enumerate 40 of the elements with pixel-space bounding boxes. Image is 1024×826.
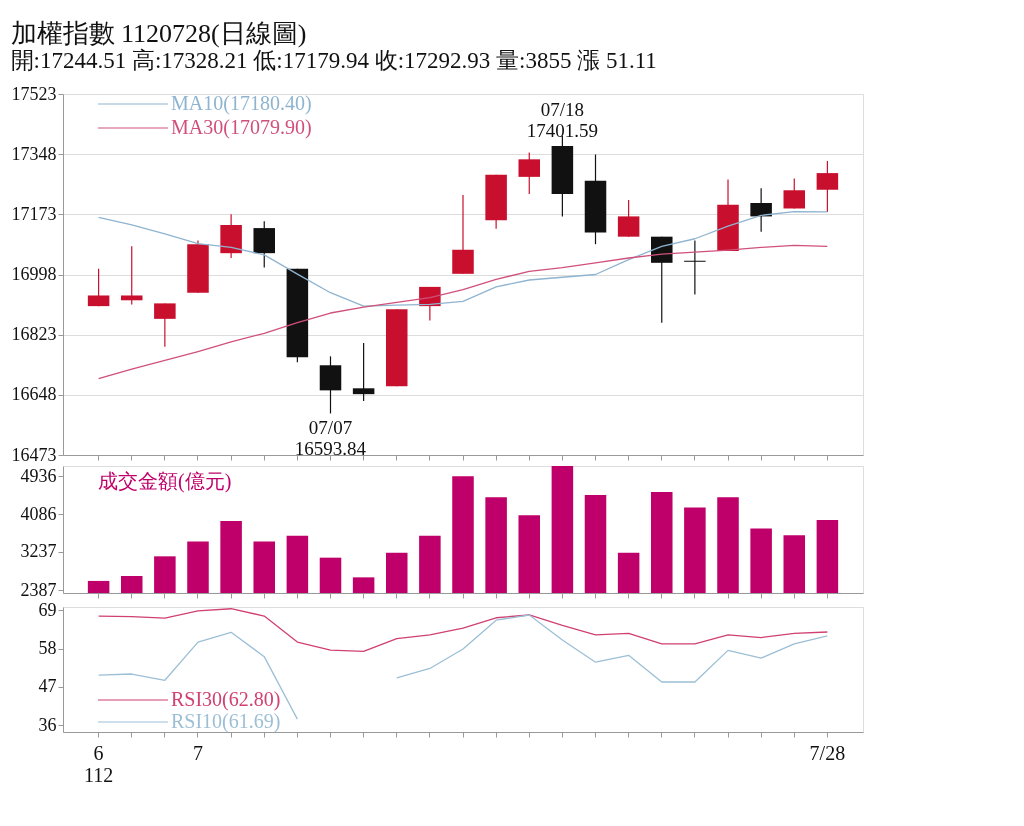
- candlestick: [120, 245, 143, 306]
- annotation: 07/18 17401.59: [526, 98, 598, 141]
- y-tick-label: 36: [38, 714, 57, 735]
- candlestick: [783, 177, 806, 210]
- annotation: 07/07 16593.84: [294, 417, 367, 460]
- y-tick-label: 16998: [11, 264, 57, 284]
- candlestick: [617, 199, 640, 238]
- line-series: [97, 244, 829, 380]
- y-tick-label: 17173: [11, 203, 57, 224]
- y-tick-label: 4086: [20, 503, 57, 524]
- y-tick-label: 58: [38, 638, 57, 659]
- x-tick-label: 7/28: [809, 741, 846, 764]
- x-tick-label: 7: [192, 741, 203, 764]
- y-axis-title: 成交金額(億元): [98, 470, 232, 493]
- legend-label: MA10(17180.40): [171, 92, 312, 115]
- text: 112: [83, 764, 114, 786]
- candlestick: [750, 187, 772, 233]
- y-tick-label: 2387: [20, 579, 57, 600]
- candlestick: [352, 342, 375, 402]
- y-tick-label: 69: [38, 599, 57, 620]
- y-tick-label: 4936: [20, 465, 57, 486]
- candlestick: [518, 151, 541, 195]
- candlestick: [684, 239, 706, 296]
- y-tick-label: 16648: [11, 384, 57, 405]
- y-tick-label: 17523: [11, 83, 57, 104]
- candlestick: [816, 160, 839, 213]
- x-tick-label: 6: [93, 741, 104, 764]
- legend-label: MA30(17079.90): [171, 116, 312, 139]
- y-tick-label: 47: [38, 676, 57, 697]
- candlestick: [87, 268, 110, 307]
- chart-title: 加權指數 1120728(日線圖): [10, 18, 307, 48]
- y-tick-label: 17348: [11, 143, 57, 164]
- legend-label: RSI30(62.80): [171, 688, 281, 711]
- chart-subtitle: 開:17244.51 高:17328.21 低:17179.94 收:17292.93 量:3855 漲 51.11: [10, 47, 657, 73]
- y-tick-label: 16823: [11, 324, 57, 345]
- legend-label: RSI10(61.69): [171, 710, 281, 733]
- candlestick: [154, 302, 176, 348]
- y-tick-label: 16473: [11, 444, 57, 465]
- line-series: [97, 608, 829, 653]
- y-tick-label: 3237: [20, 541, 57, 562]
